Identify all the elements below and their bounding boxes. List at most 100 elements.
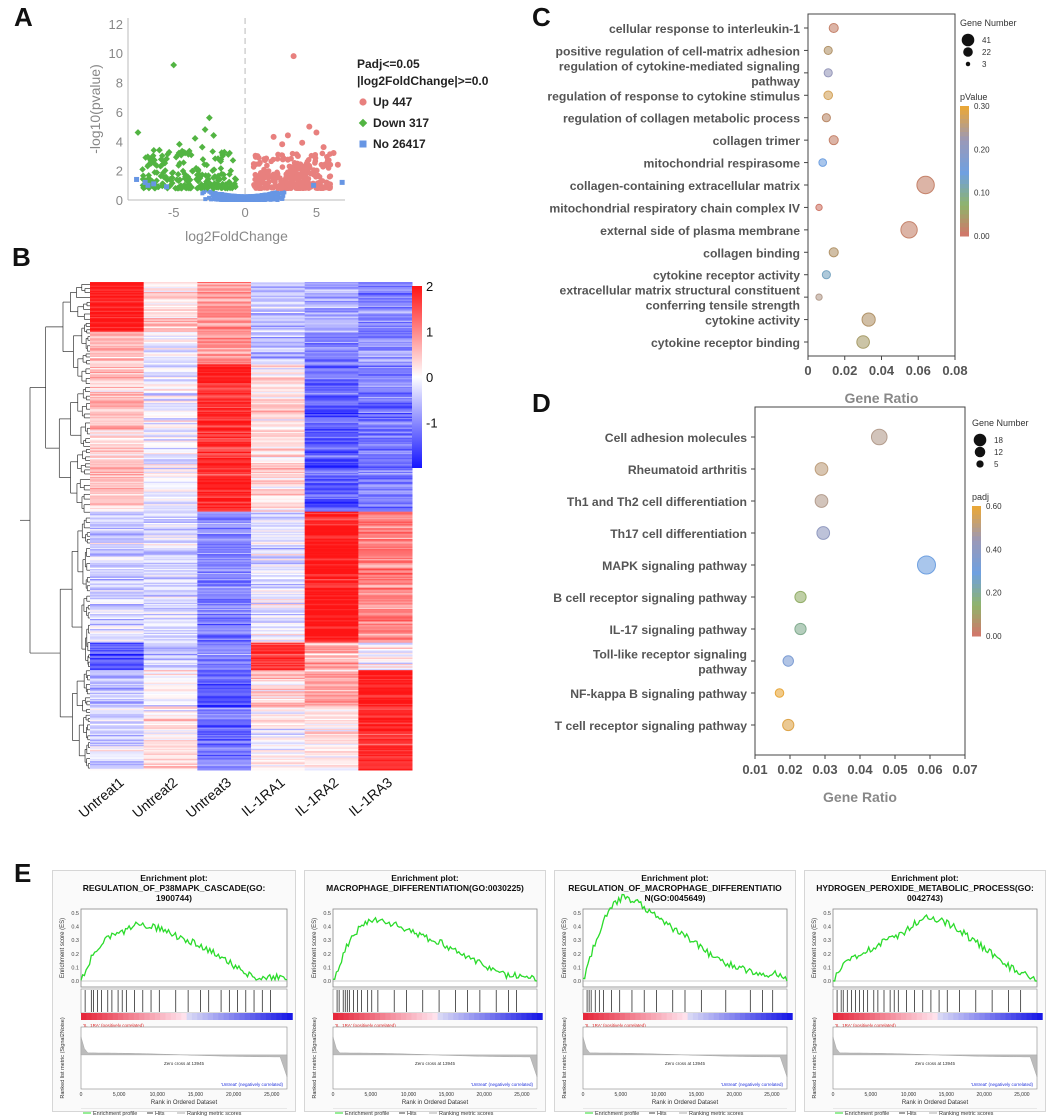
heatmap-cell [358, 475, 413, 478]
up-point [325, 180, 331, 186]
heatmap-cell [251, 386, 306, 389]
down-point [174, 151, 181, 159]
heatmap-cell [304, 323, 359, 325]
y-tick-label: 2 [116, 164, 123, 179]
heatmap-cell [197, 361, 252, 364]
heatmap-cell [304, 515, 359, 518]
heatmap-cell [251, 456, 306, 459]
heatmap-cell [143, 305, 198, 308]
heatmap-cell [304, 445, 359, 448]
heatmap-cell [358, 309, 413, 312]
heatmap-cell [304, 582, 359, 585]
heatmap-cell [197, 606, 252, 609]
heatmap-cell [143, 535, 198, 538]
rank-color-segment [453, 1013, 460, 1020]
color-legend-segment [960, 210, 969, 215]
heatmap-cell [358, 386, 413, 389]
heatmap-cell [251, 426, 306, 429]
heatmap-cell [251, 439, 306, 442]
heatmap-cell [90, 561, 145, 564]
heatmap-cell [358, 529, 413, 531]
heatmap-cell [197, 626, 252, 629]
heatmap-cell [90, 740, 145, 742]
heatmap-cell [251, 428, 306, 430]
heatmap-cell [251, 722, 306, 725]
heatmap-cell [90, 685, 145, 687]
heatmap-cell [251, 695, 306, 697]
heatmap-cell [304, 740, 359, 742]
heatmap-cell [251, 419, 306, 422]
heatmap-cell [143, 666, 198, 669]
heatmap-cell [251, 607, 306, 610]
heatmap-cell [143, 447, 198, 450]
heatmap-cell [143, 313, 198, 315]
heatmap-cell [358, 542, 413, 545]
heatmap-cell [90, 284, 145, 287]
heatmap-cell [90, 323, 145, 325]
heatmap-cell [143, 662, 198, 665]
heatmap-cell [90, 489, 145, 491]
heatmap-cell [251, 715, 306, 717]
heatmap-cell [251, 756, 306, 759]
heatmap-cell [90, 519, 145, 521]
heatmap-cell [251, 339, 306, 342]
heatmap-cell [90, 721, 145, 724]
term-bubble [823, 45, 833, 55]
heatmap-cell [197, 378, 252, 380]
heatmap-cell [304, 465, 359, 468]
heatmap-cell [197, 681, 252, 684]
heatmap-cell [251, 421, 306, 424]
heatmap-cell [358, 343, 413, 345]
heatmap-cell [143, 398, 198, 400]
heatmap-cell [197, 373, 252, 375]
heatmap-cell [90, 470, 145, 473]
heatmap-cell [358, 612, 413, 615]
heatmap-cell [304, 541, 359, 544]
heatmap-cell [251, 366, 306, 369]
rank-color-segment [281, 1013, 288, 1020]
color-legend-segment [960, 188, 969, 194]
rank-color-segment [380, 1013, 386, 1020]
metric-axis-label: Ranked list metric (Signal2Noise) [60, 1017, 66, 1098]
heatmap-cell [358, 539, 413, 541]
heatmap-cell [251, 761, 306, 764]
heatmap-cell [143, 746, 198, 749]
heatmap-cell [143, 632, 198, 635]
heatmap-cell [90, 344, 145, 347]
heatmap-cell [358, 666, 413, 669]
heatmap-cell [143, 691, 198, 694]
rank-color-segment [474, 1013, 480, 1020]
heatmap-cell [143, 343, 198, 345]
heatmap-cell [251, 283, 306, 285]
heatmap-cell [90, 718, 145, 721]
heatmap-cell [90, 348, 145, 350]
heatmap-cell [304, 291, 359, 294]
heatmap-cell [304, 284, 359, 287]
heatmap-cell [358, 464, 413, 466]
heatmap-cell [251, 300, 306, 303]
heatmap-cell [251, 551, 306, 554]
rank-color-segment [390, 1013, 397, 1020]
heatmap-cell [143, 371, 198, 374]
heatmap-cell [90, 293, 145, 295]
rank-color-segment [207, 1013, 214, 1020]
heatmap-cell [304, 401, 359, 404]
heatmap-cell [143, 419, 198, 422]
heatmap-cell [304, 314, 359, 317]
heatmap-cell [358, 663, 413, 666]
heatmap-cell [143, 375, 198, 378]
heatmap-cell [304, 319, 359, 322]
heatmap-cell [197, 622, 252, 625]
heatmap-cell [197, 587, 252, 590]
up-point [263, 182, 269, 189]
heatmap-cell [251, 436, 306, 439]
heatmap-cell [251, 599, 306, 601]
heatmap-cell [90, 728, 145, 731]
heatmap-cell [251, 653, 306, 656]
heatmap-cell [251, 680, 306, 682]
heatmap-cell [143, 672, 198, 675]
heatmap-cell [197, 650, 252, 652]
heatmap-cell [358, 762, 413, 765]
term-bubble [814, 462, 829, 476]
heatmap-cell [304, 631, 359, 634]
